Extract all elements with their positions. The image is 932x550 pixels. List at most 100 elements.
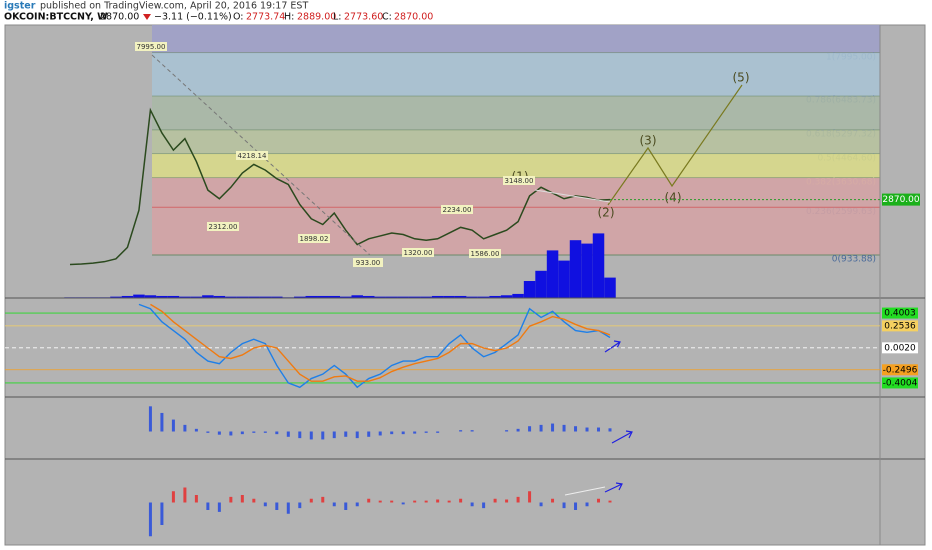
histogram-bar [171,491,175,503]
volume-bar [431,295,444,298]
histogram-bar [482,502,486,509]
histogram-bar [148,406,152,432]
fib-band [152,96,880,131]
fib-band [152,153,880,178]
histogram-bar [309,431,313,440]
level-tag [882,377,918,389]
annotations: 7995.00 4218.14 2312.00 1898.02 933.00 1… [135,42,535,267]
volume-bar [156,295,168,298]
price-line [69,107,611,266]
author: igster [4,1,36,12]
histogram-bar [539,502,543,507]
high-label: H: [284,12,294,23]
level-tag [882,307,918,319]
histogram-bar [390,500,394,503]
annotation: 1320.00 [404,249,433,257]
volume-bar [259,296,272,298]
volume-bar [500,295,513,298]
annotation: 3148.00 [505,177,534,185]
oscillator-line [150,303,611,382]
fib-band [152,25,880,54]
annotation: 933.00 [356,259,381,267]
histogram-bar [217,502,221,512]
histogram-bar [608,500,612,503]
volume-bar [374,296,386,298]
wave-label: (5) [733,71,750,85]
volume-bar [546,250,559,298]
volume-bar [454,295,467,298]
last-price: 2870.00 [100,12,139,23]
histogram-bar [470,502,474,507]
histogram-bar [309,498,313,503]
volume-bar [592,233,605,298]
volume-bar [271,296,283,298]
histogram-bar [551,423,555,432]
histogram-bar [160,502,164,525]
histogram-bar [367,431,371,437]
close: 2870.00 [394,12,433,23]
annotation-box [353,258,383,267]
annotation: 7995.00 [137,43,166,51]
volume-bar [408,296,421,298]
fib-band [152,53,880,97]
annotation-box [236,151,268,160]
level-label: -0.2496 [883,365,918,375]
down-arrow [143,14,151,20]
histogram-bar [286,431,290,437]
volume-bar [558,260,570,298]
oscillator-line [138,303,611,389]
symbol: OKCOIN:BTCCNY, W [4,12,108,23]
histogram-bar [332,431,336,439]
histogram-bar [252,431,256,433]
level-label: 0.4003 [884,309,916,319]
annotation: 2312.00 [209,223,238,231]
volume-bar [202,295,214,298]
annotation-box [469,249,501,258]
volume-bar [317,295,329,298]
open-label: O: [233,12,244,23]
level-tag [882,320,918,332]
annotation: 1586.00 [471,250,500,258]
histogram-bar [436,431,440,433]
volume-bar [248,296,260,298]
wave-label: (4) [665,191,682,205]
histogram-bar [413,431,417,434]
volume-bar [420,296,432,298]
histogram-bar [206,431,210,433]
annotation-box [207,222,239,231]
histogram-bar [516,496,520,503]
histogram-bar [217,431,221,435]
main-layer [64,107,616,298]
histogram-bar [470,430,474,432]
histogram-bar [263,431,267,433]
volume-bar [351,295,363,298]
wave-label: (3) [640,134,657,148]
histogram-bar [298,431,302,439]
histogram-bar [183,424,187,432]
histogram-bar [493,498,497,503]
arrow [611,430,633,444]
histogram-bar [562,424,566,432]
volume-bar [569,240,582,298]
level-tag [882,364,918,376]
volume-bar [190,296,203,298]
histogram-bar [574,426,578,432]
histogram-bar [275,502,279,510]
fib-band [152,207,880,255]
volume-bar [294,296,306,298]
divergence-line [564,486,606,496]
fib-label: 0(933.88) [832,254,876,264]
low: 2773.60 [344,12,383,23]
fib-layer: 1(7995.00)0.786(6483.73)0.618(5297.32)0.… [152,25,880,264]
volume-bar [477,296,490,298]
annotation: 1898.02 [300,235,329,243]
volume-bar [443,295,455,298]
histogram-bar [401,502,405,505]
histogram-bar [505,430,509,432]
histogram-bar [378,431,382,436]
change: −3.11 (−0.11%) [154,12,232,23]
histogram-bar [321,496,325,503]
histogram-bar [413,500,417,503]
